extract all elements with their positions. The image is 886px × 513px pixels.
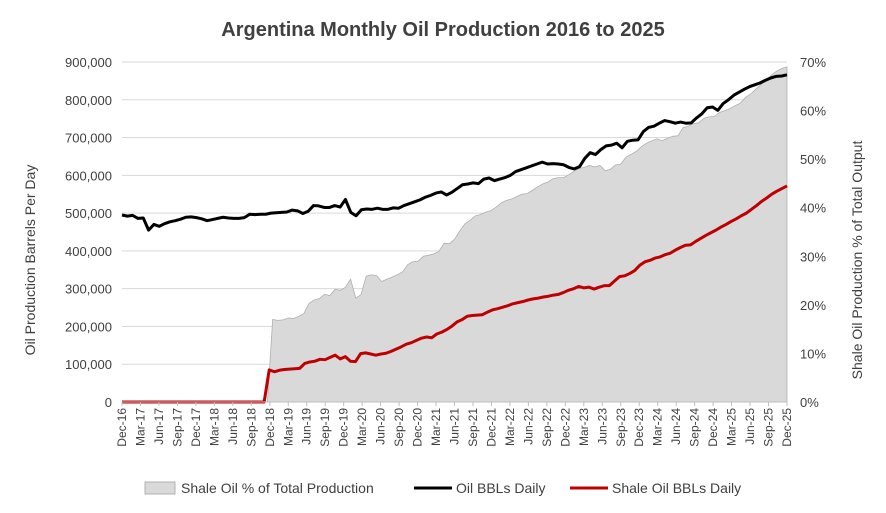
chart-title: Argentina Monthly Oil Production 2016 to… bbox=[221, 19, 664, 41]
y2-tick-label: 40% bbox=[800, 201, 826, 216]
x-tick-label: Mar-17 bbox=[133, 408, 147, 446]
x-tick-label: Sep-25 bbox=[762, 408, 776, 447]
x-tick-label: Jun-19 bbox=[300, 408, 314, 445]
legend-label-shale-oil-bbls: Shale Oil BBLs Daily bbox=[612, 480, 741, 496]
y-tick-label: 900,000 bbox=[65, 55, 112, 70]
x-tick-label: Dec-22 bbox=[558, 408, 572, 447]
x-tick-label: Dec-17 bbox=[189, 408, 203, 447]
legend-swatch-shale-pct bbox=[144, 481, 176, 495]
series-line-oil-bbls bbox=[121, 73, 788, 232]
x-tick-label: Dec-21 bbox=[484, 408, 498, 447]
x-tick-label: Dec-18 bbox=[263, 408, 277, 447]
x-tick-label: Dec-25 bbox=[780, 408, 794, 447]
x-tick-label: Sep-22 bbox=[540, 408, 554, 447]
y-tick-label: 800,000 bbox=[65, 93, 112, 108]
x-tick-label: Jun-18 bbox=[226, 408, 240, 445]
x-tick-label: Dec-16 bbox=[115, 408, 129, 447]
legend-label-oil-bbls: Oil BBLs Daily bbox=[456, 480, 545, 496]
x-tick-label: Dec-20 bbox=[411, 408, 425, 447]
x-tick-label: Mar-22 bbox=[503, 408, 517, 446]
y-axis-label: Oil Production Barrels Per Day bbox=[22, 165, 38, 356]
y2-tick-label: 10% bbox=[800, 346, 826, 361]
x-tick-label: Sep-17 bbox=[170, 408, 184, 447]
x-tick-label: Jun-24 bbox=[669, 408, 683, 445]
x-tick-label: Jun-23 bbox=[595, 408, 609, 445]
x-tick-label: Sep-23 bbox=[614, 408, 628, 447]
x-tick-label: Jun-20 bbox=[374, 408, 388, 445]
y-tick-label: 0 bbox=[105, 395, 112, 410]
x-tick-label: Jun-21 bbox=[448, 408, 462, 445]
y-tick-label: 100,000 bbox=[65, 357, 112, 372]
y-tick-label: 600,000 bbox=[65, 168, 112, 183]
x-tick-label: Dec-19 bbox=[337, 408, 351, 447]
x-tick-label: Mar-18 bbox=[207, 408, 221, 446]
x-tick-label: Mar-23 bbox=[577, 408, 591, 446]
x-tick-label: Jun-25 bbox=[743, 408, 757, 445]
y2-tick-label: 50% bbox=[800, 152, 826, 167]
x-tick-label: Mar-24 bbox=[651, 408, 665, 446]
y-tick-label: 300,000 bbox=[65, 282, 112, 297]
y-tick-label: 200,000 bbox=[65, 319, 112, 334]
y2-tick-label: 20% bbox=[800, 298, 826, 313]
y-tick-label: 400,000 bbox=[65, 244, 112, 259]
x-tick-label: Dec-24 bbox=[706, 408, 720, 447]
y2-tick-label: 60% bbox=[800, 104, 826, 119]
y2-tick-label: 70% bbox=[800, 55, 826, 70]
y2-tick-label: 30% bbox=[800, 249, 826, 264]
x-tick-label: Dec-23 bbox=[632, 408, 646, 447]
y2-axis-label: Shale Oil Production % of Total Output bbox=[849, 141, 865, 380]
x-tick-label: Sep-21 bbox=[466, 408, 480, 447]
x-tick-label: Jun-17 bbox=[152, 408, 166, 445]
legend: Shale Oil % of Total Production Oil BBLs… bbox=[144, 480, 741, 496]
y-tick-label: 500,000 bbox=[65, 206, 112, 221]
x-tick-label: Sep-20 bbox=[392, 408, 406, 447]
x-tick-label: Sep-19 bbox=[318, 408, 332, 447]
axes: 0 100,000 200,000 300,000 400,000 500,000 600,… bbox=[65, 55, 826, 447]
x-tick-label: Jun-22 bbox=[521, 408, 535, 445]
y2-tick-label: 0% bbox=[800, 395, 819, 410]
x-tick-label: Mar-19 bbox=[281, 408, 295, 446]
y-tick-label: 700,000 bbox=[65, 131, 112, 146]
x-tick-label: Sep-24 bbox=[688, 408, 702, 447]
x-tick-label: Mar-25 bbox=[725, 408, 739, 446]
x-tick-label: Sep-18 bbox=[244, 408, 258, 447]
legend-label-shale-pct: Shale Oil % of Total Production bbox=[181, 480, 374, 496]
x-tick-label: Mar-20 bbox=[355, 408, 369, 446]
x-tick-label: Mar-21 bbox=[429, 408, 443, 446]
